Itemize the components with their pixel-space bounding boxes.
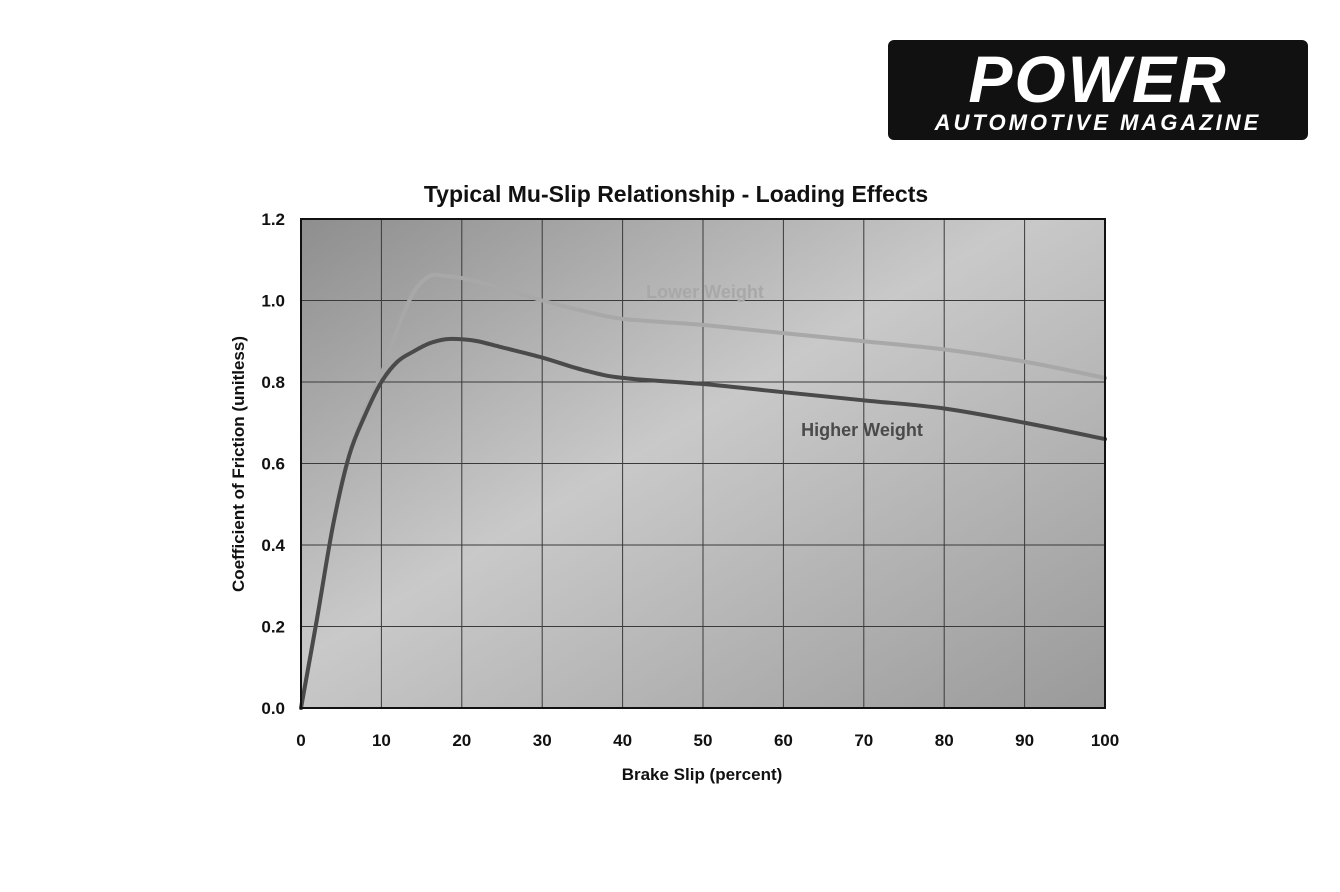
logo-background	[888, 40, 1308, 140]
x-tick-label: 90	[1015, 731, 1034, 750]
x-tick-label: 80	[935, 731, 954, 750]
x-tick-label: 100	[1091, 731, 1119, 750]
logo-wordmark: POWER	[968, 42, 1227, 116]
y-tick-label: 0.0	[261, 699, 285, 718]
series-label-higher-weight: Higher Weight	[801, 420, 923, 440]
x-tick-label: 70	[854, 731, 873, 750]
chart-title: Typical Mu-Slip Relationship - Loading E…	[424, 181, 928, 207]
y-tick-label: 0.8	[261, 373, 285, 392]
plot-frame	[300, 218, 1106, 709]
x-tick-label: 30	[533, 731, 552, 750]
x-tick-label: 0	[296, 731, 305, 750]
x-tick-label: 60	[774, 731, 793, 750]
x-tick-label: 50	[694, 731, 713, 750]
series-label-lower-weight: Lower Weight	[646, 282, 764, 302]
x-tick-label: 20	[452, 731, 471, 750]
series-lines	[299, 272, 1107, 710]
x-tick-labels: 0 10 20 30 40 50 60 70 80 90 100	[296, 731, 1119, 750]
y-tick-label: 1.0	[261, 292, 285, 311]
y-tick-label: 0.4	[261, 536, 285, 555]
logo-tagline: AUTOMOTIVE MAGAZINE	[934, 110, 1262, 135]
x-tick-label: 40	[613, 731, 632, 750]
y-tick-label: 0.2	[261, 618, 285, 637]
x-tick-label: 10	[372, 731, 391, 750]
y-tick-labels: 0.0 0.2 0.4 0.6 0.8 1.0 1.2	[261, 210, 285, 718]
power-magazine-logo: POWER AUTOMOTIVE MAGAZINE	[888, 40, 1308, 140]
y-tick-label: 0.6	[261, 455, 285, 474]
x-axis-title: Brake Slip (percent)	[622, 765, 783, 784]
series-line-higher-weight	[299, 336, 1107, 710]
y-tick-label: 1.2	[261, 210, 285, 229]
y-axis-title: Coefficient of Friction (unitless)	[229, 336, 248, 592]
